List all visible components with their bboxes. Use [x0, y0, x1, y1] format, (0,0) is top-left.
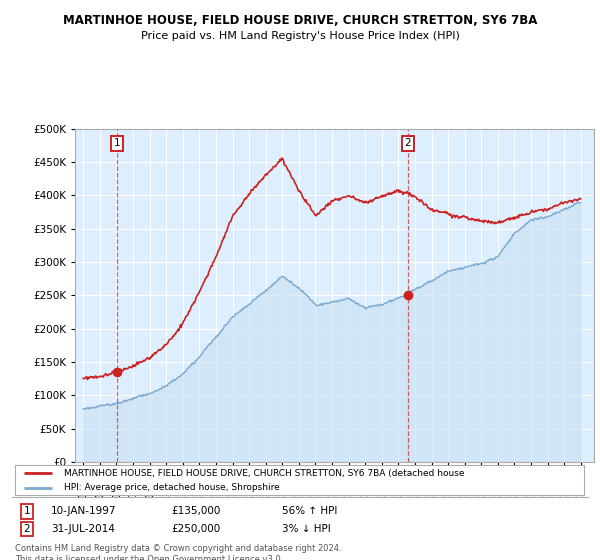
Text: Price paid vs. HM Land Registry's House Price Index (HPI): Price paid vs. HM Land Registry's House … [140, 31, 460, 41]
Text: Contains HM Land Registry data © Crown copyright and database right 2024.
This d: Contains HM Land Registry data © Crown c… [15, 544, 341, 560]
Text: £135,000: £135,000 [171, 506, 220, 516]
Text: 10-JAN-1997: 10-JAN-1997 [51, 506, 116, 516]
Text: 2: 2 [404, 138, 411, 148]
Text: HPI: Average price, detached house, Shropshire: HPI: Average price, detached house, Shro… [64, 483, 280, 492]
FancyBboxPatch shape [15, 465, 584, 495]
Text: 56% ↑ HPI: 56% ↑ HPI [282, 506, 337, 516]
Text: 2: 2 [23, 524, 31, 534]
Text: MARTINHOE HOUSE, FIELD HOUSE DRIVE, CHURCH STRETTON, SY6 7BA: MARTINHOE HOUSE, FIELD HOUSE DRIVE, CHUR… [63, 14, 537, 27]
Text: 3% ↓ HPI: 3% ↓ HPI [282, 524, 331, 534]
Text: 1: 1 [23, 506, 31, 516]
Text: £250,000: £250,000 [171, 524, 220, 534]
Text: MARTINHOE HOUSE, FIELD HOUSE DRIVE, CHURCH STRETTON, SY6 7BA (detached house: MARTINHOE HOUSE, FIELD HOUSE DRIVE, CHUR… [64, 469, 464, 478]
Text: 31-JUL-2014: 31-JUL-2014 [51, 524, 115, 534]
Text: 1: 1 [113, 138, 120, 148]
